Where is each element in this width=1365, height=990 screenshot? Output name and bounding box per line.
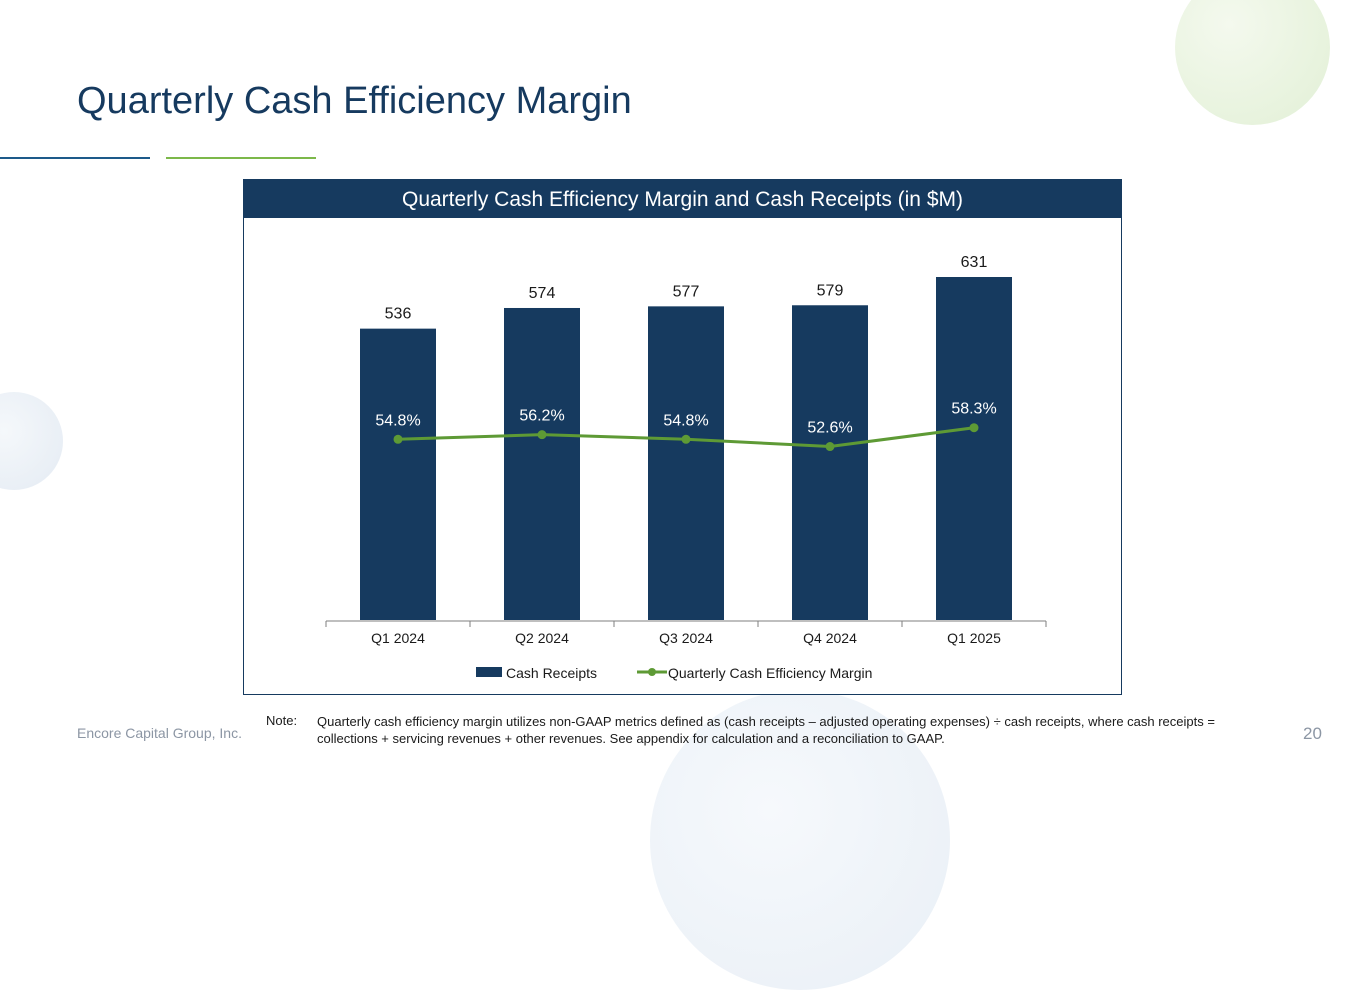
- margin-label-4: 58.3%: [951, 401, 996, 418]
- margin-point-1: [537, 430, 547, 440]
- x-tick-label-3: Q4 2024: [803, 630, 857, 646]
- note-text: Quarterly cash efficiency margin utilize…: [317, 714, 1215, 746]
- x-tick-label-0: Q1 2024: [371, 630, 425, 646]
- margin-point-0: [393, 434, 403, 444]
- page-number: 20: [1303, 724, 1322, 743]
- page-title: Quarterly Cash Efficiency Margin: [77, 80, 632, 122]
- legend-swatch-cash-receipts: [476, 667, 502, 677]
- legend-label-cash-receipts: Cash Receipts: [506, 665, 597, 681]
- bar-2: [648, 306, 724, 620]
- chart-svg: 536 574 577 579 631 Q1 2024 Q2 2024 Q3 2024 Q4 2…: [325, 254, 1047, 681]
- x-tick-label-4: Q1 2025: [947, 630, 1001, 646]
- decorative-circle-blue: [0, 392, 63, 490]
- bar-1: [504, 307, 580, 620]
- legend-marker-margin: [648, 668, 656, 676]
- margin-point-4: [969, 423, 979, 433]
- margin-point-2: [681, 434, 691, 444]
- note-label: Note:: [266, 713, 298, 728]
- bar-label-4: 631: [961, 254, 988, 271]
- chart-panel: Quarterly Cash Efficiency Margin and Cas…: [243, 179, 1122, 695]
- decorative-circle-green: [1175, 0, 1330, 125]
- bar-label-3: 579: [817, 282, 844, 299]
- title-underline-green: [166, 157, 316, 159]
- margin-label-1: 56.2%: [519, 408, 564, 425]
- bar-label-0: 536: [385, 306, 412, 323]
- bar-label-1: 574: [529, 285, 556, 302]
- x-tick-label-2: Q3 2024: [659, 630, 713, 646]
- legend-label-margin: Quarterly Cash Efficiency Margin: [668, 665, 872, 681]
- bar-0: [360, 328, 436, 620]
- bar-4: [936, 277, 1012, 620]
- title-underline-blue: [0, 157, 150, 159]
- margin-label-3: 52.6%: [807, 420, 852, 437]
- company-name: Encore Capital Group, Inc.: [77, 725, 242, 741]
- x-tick-label-1: Q2 2024: [515, 630, 569, 646]
- chart-title: Quarterly Cash Efficiency Margin and Cas…: [244, 180, 1121, 218]
- bar-label-2: 577: [673, 283, 700, 300]
- margin-label-2: 54.8%: [663, 412, 708, 429]
- margin-label-0: 54.8%: [375, 412, 420, 429]
- margin-point-3: [825, 442, 835, 452]
- bar-3: [792, 305, 868, 620]
